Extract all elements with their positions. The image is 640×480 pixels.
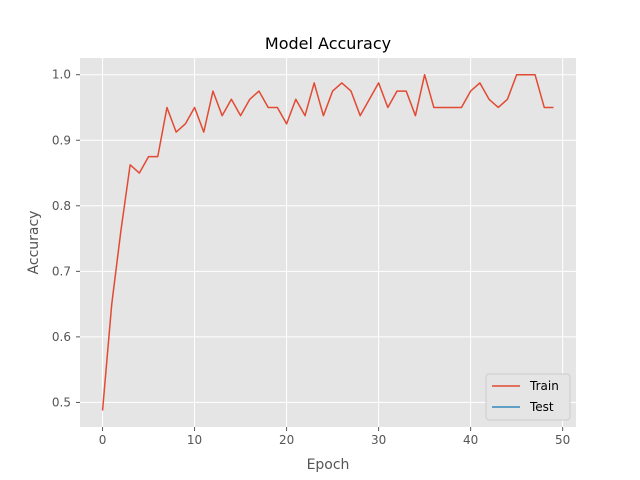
- y-tick-label: 1.0: [52, 68, 71, 82]
- legend-label-train: Train: [529, 379, 559, 393]
- y-tick-label: 0.8: [52, 199, 71, 213]
- y-axis-label: Accuracy: [26, 211, 42, 275]
- series-line-train: [101, 73, 554, 411]
- y-tick-label: 0.9: [52, 133, 71, 147]
- x-axis-label: Epoch: [307, 457, 350, 473]
- x-tick-label: 50: [555, 433, 570, 447]
- plot-background: [80, 58, 576, 427]
- x-tick-label: 20: [279, 433, 294, 447]
- y-tick-label: 0.5: [52, 395, 71, 409]
- x-tick-label: 40: [463, 433, 478, 447]
- series-lines: [101, 73, 554, 411]
- legend: Train Test: [485, 373, 571, 421]
- x-tick-label: 10: [187, 433, 202, 447]
- x-tick-label: 0: [99, 433, 107, 447]
- axis-ticks: 0 10 20 30 40 50 0.5 0.6 0.7 0.8 0.9 1.0: [52, 68, 570, 447]
- grid-lines: [80, 58, 576, 427]
- y-tick-label: 0.6: [52, 330, 71, 344]
- y-tick-label: 0.7: [52, 264, 71, 278]
- x-tick-label: 30: [371, 433, 386, 447]
- chart-title: Model Accuracy: [265, 34, 391, 53]
- legend-label-test: Test: [529, 400, 554, 414]
